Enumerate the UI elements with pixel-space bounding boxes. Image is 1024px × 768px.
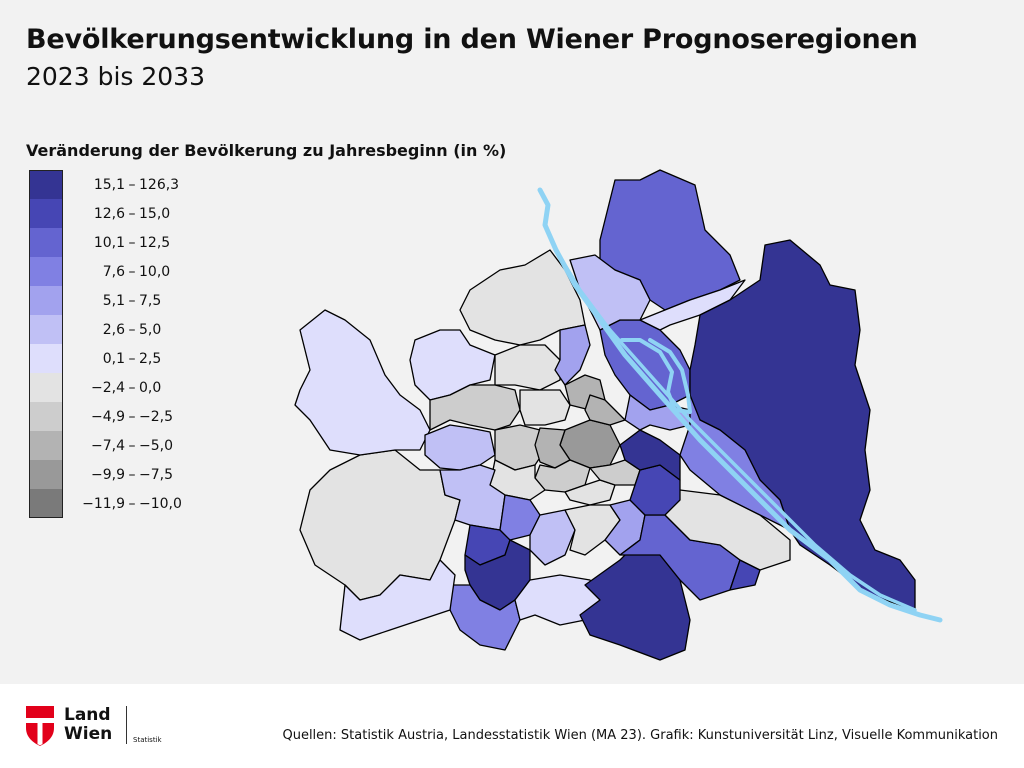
- legend-max: −2,5: [139, 408, 173, 425]
- legend-swatch: [29, 344, 63, 373]
- legend-min: −11,9: [82, 495, 125, 512]
- legend-min: −2,4: [91, 379, 125, 396]
- legend-swatch: [29, 228, 63, 257]
- region: [584, 394, 626, 426]
- land-wien-logo: Land Wien: [26, 706, 112, 746]
- legend-min: 10,1: [93, 234, 125, 251]
- legend-max: −5,0: [139, 437, 173, 454]
- legend-swatch: [29, 460, 63, 489]
- legend-class: 15,1–126,3: [29, 170, 185, 199]
- map-title: Bevölkerungsentwicklung in den Wiener Pr…: [26, 24, 918, 55]
- legend-max: 5,0: [139, 321, 162, 338]
- legend-swatch: [29, 489, 63, 518]
- region: [429, 384, 521, 431]
- vienna-shield-icon: [26, 706, 54, 746]
- region: [619, 429, 681, 481]
- legend-min: 12,6: [93, 205, 125, 222]
- legend-class: −7,4– −5,0: [29, 431, 185, 460]
- alte-donau: [620, 338, 692, 414]
- legend-max: 15,0: [139, 205, 171, 222]
- region: [339, 559, 456, 641]
- neue-donau: [554, 248, 917, 612]
- region: [294, 309, 431, 456]
- legend-class: 10,1–12,5: [29, 228, 185, 257]
- legend-min: 15,1: [93, 176, 125, 193]
- legend-max: 0,0: [139, 379, 162, 396]
- logo-subtitle: Statistik: [133, 736, 162, 744]
- legend-title: Veränderung der Bevölkerung zu Jahresbeg…: [26, 141, 507, 160]
- logo-line2: Wien: [64, 724, 113, 744]
- legend-class: −9,9– −7,5: [29, 460, 185, 489]
- legend-min: 2,6: [102, 321, 125, 338]
- region: [494, 344, 561, 391]
- legend-swatch: [29, 286, 63, 315]
- legend-swatch: [29, 199, 63, 228]
- legend-min: 7,6: [102, 263, 125, 280]
- legend-max: 2,5: [139, 350, 162, 367]
- legend-max: −10,0: [139, 495, 182, 512]
- legend-class: 0,1–2,5: [29, 344, 185, 373]
- legend-max: 7,5: [139, 292, 162, 309]
- legend-min: −7,4: [91, 437, 125, 454]
- legend-class: 7,6–10,0: [29, 257, 185, 286]
- region: [514, 574, 601, 626]
- legend-swatch: [29, 373, 63, 402]
- legend-min: −4,9: [91, 408, 125, 425]
- danube-river: [537, 187, 943, 623]
- legend: 15,1–126,3 12,6–15,0 10,1–12,5 7,6–10,0 …: [29, 170, 185, 518]
- region: [424, 424, 496, 471]
- legend-class: 2,6–5,0: [29, 315, 185, 344]
- region: [624, 394, 691, 431]
- region-fills: [294, 169, 916, 661]
- legend-class: −4,9– −2,5: [29, 402, 185, 431]
- legend-min: 0,1: [102, 350, 125, 367]
- legend-class: 12,6–15,0: [29, 199, 185, 228]
- legend-swatch: [29, 257, 63, 286]
- legend-min: −9,9: [91, 466, 125, 483]
- map-subtitle: 2023 bis 2033: [26, 62, 205, 91]
- region: [409, 329, 496, 401]
- region: [519, 389, 571, 426]
- source-note: Quellen: Statistik Austria, Landesstatis…: [282, 728, 998, 743]
- logo-line1: Land: [64, 705, 111, 725]
- vienna-choropleth-map: [294, 169, 943, 661]
- footer: Land Wien Statistik Quellen: Statistik A…: [0, 684, 1024, 768]
- legend-min: 5,1: [102, 292, 125, 309]
- legend-max: 126,3: [139, 176, 180, 193]
- region: [639, 279, 746, 331]
- legend-max: 12,5: [139, 234, 171, 251]
- legend-swatch: [29, 431, 63, 460]
- legend-swatch: [29, 315, 63, 344]
- legend-class: −2,4–0,0: [29, 373, 185, 402]
- legend-class: 5,1–7,5: [29, 286, 185, 315]
- rivers: [537, 187, 943, 623]
- legend-max: −7,5: [139, 466, 173, 483]
- region: [554, 324, 591, 386]
- legend-max: 10,0: [139, 263, 171, 280]
- legend-swatch: [29, 170, 63, 199]
- legend-swatch: [29, 402, 63, 431]
- legend-class: −11,9– −10,0: [29, 489, 185, 518]
- logo-divider: [126, 706, 127, 744]
